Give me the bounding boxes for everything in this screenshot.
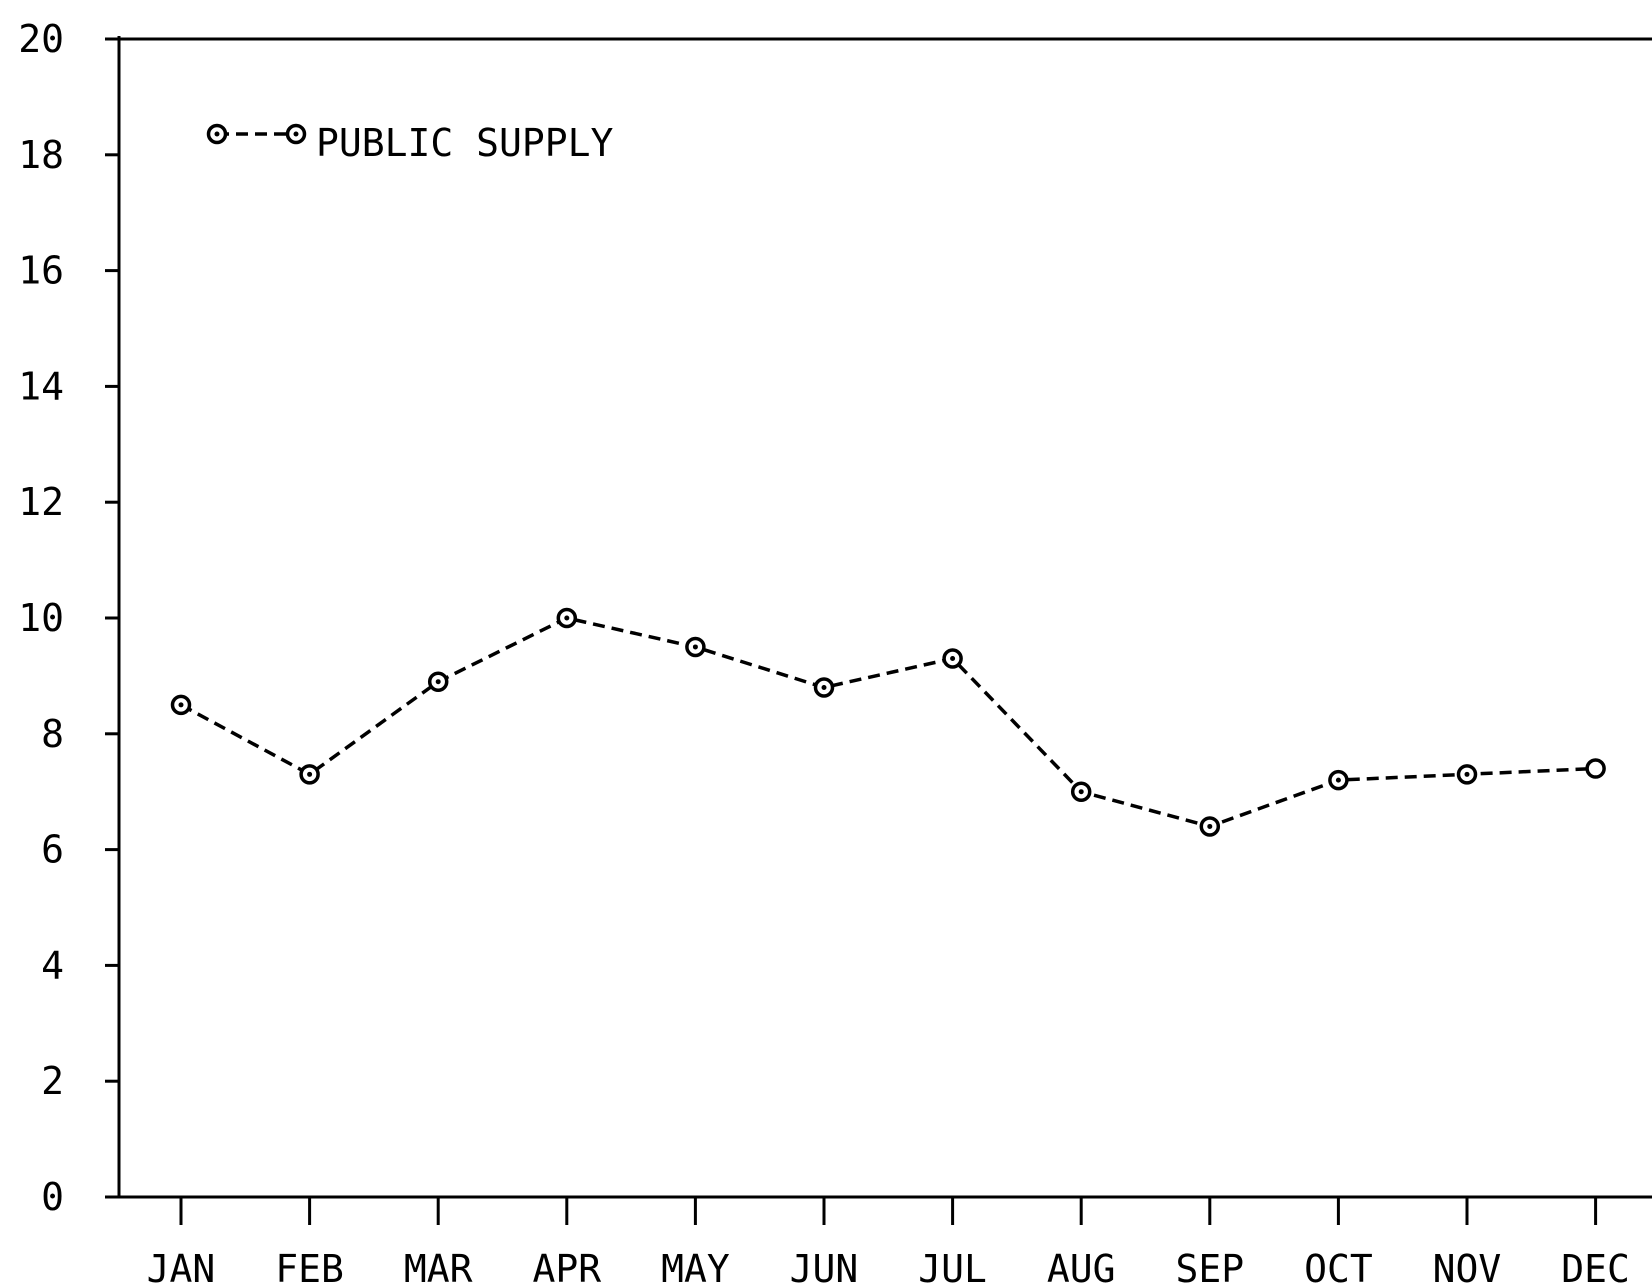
data-point-center bbox=[950, 656, 956, 662]
data-point-center bbox=[1464, 771, 1470, 777]
data-point-center bbox=[435, 679, 441, 685]
legend-marker-center bbox=[214, 131, 220, 137]
y-tick-label: 14 bbox=[18, 364, 64, 408]
y-tick-label: 6 bbox=[41, 828, 64, 872]
data-point-center bbox=[1207, 823, 1213, 829]
axes bbox=[105, 36, 1652, 1199]
data-point-center bbox=[1078, 789, 1084, 795]
y-tick-label: 12 bbox=[18, 480, 64, 524]
data-point-center bbox=[307, 771, 313, 777]
x-tick-label-feb: FEB bbox=[275, 1247, 344, 1288]
series-line-public-supply bbox=[180, 616, 1596, 829]
y-axis-ticks: 0 2 4 6 8 10 12 14 16 18 20 bbox=[18, 17, 119, 1219]
data-point-dec bbox=[1585, 758, 1606, 779]
y-tick-label: 4 bbox=[41, 943, 64, 987]
y-tick-label: 10 bbox=[18, 596, 64, 640]
data-point-center bbox=[1335, 777, 1341, 783]
x-axis-ticks: JAN FEB MAR APR MAY JUN JUL AUG SEP OCT NOV DEC bbox=[147, 1197, 1630, 1288]
x-tick-label-jun: JUN bbox=[790, 1247, 859, 1288]
series-group bbox=[170, 607, 1606, 837]
x-tick-label-mar: MAR bbox=[404, 1247, 473, 1288]
legend-label-public-supply: PUBLIC SUPPLY bbox=[316, 121, 614, 165]
y-tick-label: 0 bbox=[41, 1175, 64, 1219]
data-point-center bbox=[564, 615, 570, 621]
data-point-center bbox=[692, 644, 698, 650]
x-tick-label-nov: NOV bbox=[1433, 1247, 1502, 1288]
x-tick-label-jul: JUL bbox=[918, 1247, 987, 1288]
y-tick-label: 16 bbox=[18, 249, 64, 293]
y-tick-label: 8 bbox=[41, 712, 64, 756]
x-tick-label-oct: OCT bbox=[1304, 1247, 1373, 1288]
legend: PUBLIC SUPPLY bbox=[206, 121, 614, 165]
y-tick-label: 20 bbox=[18, 17, 64, 61]
x-tick-label-jan: JAN bbox=[147, 1247, 216, 1288]
x-tick-label-apr: APR bbox=[532, 1247, 601, 1288]
data-point-center bbox=[821, 684, 827, 690]
data-point-center bbox=[178, 702, 184, 708]
x-tick-label-may: MAY bbox=[661, 1247, 730, 1288]
y-tick-label: 18 bbox=[18, 133, 64, 177]
x-tick-label-sep: SEP bbox=[1175, 1247, 1244, 1288]
y-tick-label: 2 bbox=[41, 1059, 64, 1103]
x-tick-label-dec: DEC bbox=[1561, 1247, 1630, 1288]
legend-marker-center bbox=[293, 131, 299, 137]
x-tick-label-aug: AUG bbox=[1047, 1247, 1116, 1288]
